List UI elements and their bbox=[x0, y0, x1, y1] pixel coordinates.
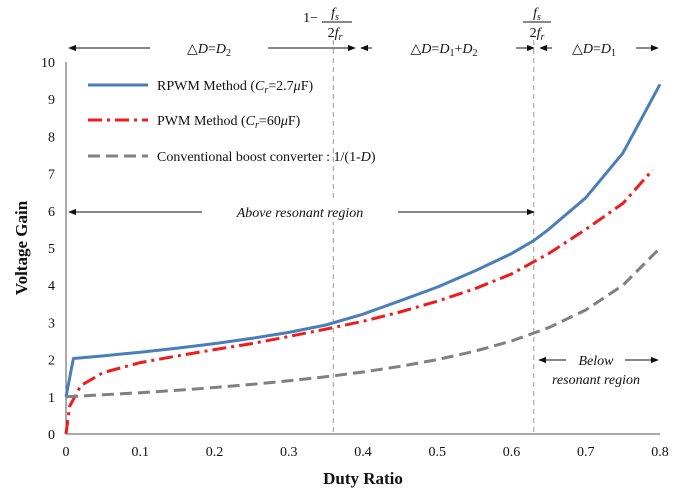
region-label-3: △D=D1 bbox=[572, 42, 616, 59]
y-tick-label: 1 bbox=[48, 391, 55, 406]
y-axis-title: Voltage Gain bbox=[12, 200, 31, 295]
series-line-1 bbox=[64, 83, 662, 398]
formula-den: 2fr bbox=[328, 26, 343, 43]
y-tick-label: 10 bbox=[41, 56, 55, 71]
legend-label-pwm: PWM Method (Cr=60μF) bbox=[157, 114, 301, 131]
x-tick-label: 0.5 bbox=[429, 445, 447, 460]
y-tick-label: 8 bbox=[48, 130, 55, 145]
below-label-line1: Below bbox=[579, 354, 615, 369]
x-tick-label: 0.6 bbox=[503, 445, 521, 460]
x-tick-label: 0.1 bbox=[132, 445, 150, 460]
region-label-1: △D=D2 bbox=[187, 42, 231, 59]
y-tick-label: 9 bbox=[48, 93, 55, 108]
x-tick-label: 0.4 bbox=[354, 445, 372, 460]
below-resonant-annotation: Below resonant region bbox=[538, 354, 659, 388]
y-tick-label: 2 bbox=[48, 354, 55, 369]
series-line-2 bbox=[64, 168, 654, 435]
legend-item-pwm: PWM Method (Cr=60μF) bbox=[88, 114, 301, 131]
x-tick-label: 0 bbox=[63, 445, 70, 460]
x-axis-title: Duty Ratio bbox=[323, 469, 403, 488]
formula-num: fs bbox=[533, 6, 541, 23]
x-tick-label: 0.7 bbox=[577, 445, 595, 460]
region-arrows: △D=D2 △D=D1+D2 △D=D1 bbox=[68, 42, 659, 59]
series-line-3 bbox=[65, 246, 662, 399]
y-tick-label: 4 bbox=[48, 279, 55, 294]
series-layer bbox=[64, 83, 662, 435]
boundary-lines bbox=[332, 40, 535, 434]
region-label-2: △D=D1+D2 bbox=[411, 42, 478, 59]
y-tick-label: 0 bbox=[48, 428, 55, 443]
formula-label-right: fs 2fr bbox=[523, 6, 551, 43]
above-resonant-annotation: Above resonant region bbox=[68, 200, 535, 222]
legend-label-rpwm: RPWM Method (Cr=2.7μF) bbox=[157, 79, 313, 96]
formula-den: 2fr bbox=[530, 26, 545, 43]
below-label-line2: resonant region bbox=[552, 373, 640, 388]
formula-label-left: 1− fs 2fr bbox=[303, 6, 352, 43]
y-tick-label: 6 bbox=[48, 205, 55, 220]
legend-item-conventional: Conventional boost converter : 1/(1-D) bbox=[88, 150, 376, 165]
y-tick-label: 7 bbox=[48, 168, 55, 183]
formula-one-minus: 1− bbox=[303, 11, 318, 26]
formula-num: fs bbox=[331, 6, 339, 23]
y-tick-label: 5 bbox=[48, 242, 55, 257]
y-tick-labels: 0 1 2 3 4 5 6 7 8 9 10 bbox=[41, 56, 55, 443]
x-tick-label: 0.2 bbox=[206, 445, 224, 460]
above-resonant-label: Above resonant region bbox=[236, 206, 364, 221]
legend: RPWM Method (Cr=2.7μF) PWM Method (Cr=60… bbox=[88, 79, 376, 165]
x-tick-label: 0.3 bbox=[280, 445, 298, 460]
x-tick-label: 0.8 bbox=[651, 445, 669, 460]
legend-item-rpwm: RPWM Method (Cr=2.7μF) bbox=[88, 79, 313, 96]
y-tick-label: 3 bbox=[48, 316, 55, 331]
x-tick-labels: 0 0.1 0.2 0.3 0.4 0.5 0.6 0.7 0.8 bbox=[63, 445, 669, 460]
legend-label-conventional: Conventional boost converter : 1/(1-D) bbox=[157, 150, 376, 165]
